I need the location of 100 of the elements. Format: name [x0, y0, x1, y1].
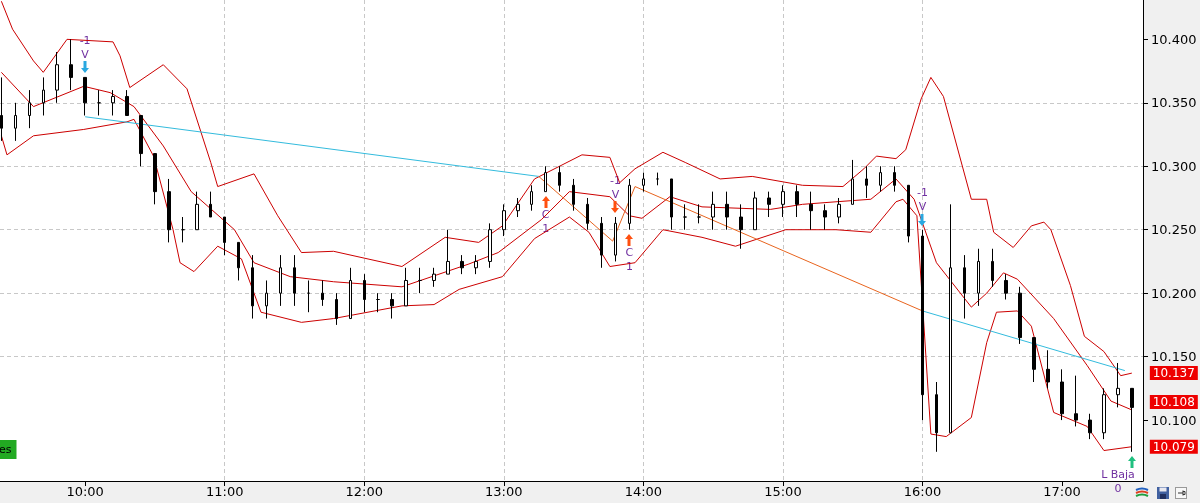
candlestick: [223, 216, 226, 256]
candlestick: [111, 89, 115, 116]
candlestick: [349, 267, 352, 320]
annotation: L Baja 0: [1101, 468, 1135, 496]
y-tick-label: 10.350: [1151, 95, 1197, 111]
line-series: [0, 0, 1133, 377]
candlestick: [851, 159, 854, 205]
candlestick: [237, 241, 240, 281]
candlestick: [516, 197, 520, 218]
candlestick: [293, 254, 296, 307]
candlestick: [265, 279, 268, 320]
candlestick: [42, 76, 45, 116]
candlestick: [670, 178, 673, 231]
candlestick: [586, 197, 589, 231]
data-label: 10.079: [1152, 439, 1195, 454]
candlestick: [683, 203, 687, 231]
annotation: C 1: [625, 246, 634, 274]
candlestick: [767, 191, 771, 218]
y-tick-label: 10.300: [1151, 158, 1197, 174]
x-tick-label: 12:00: [345, 484, 383, 499]
candlestick: [963, 254, 966, 320]
candlestick: [572, 178, 575, 212]
candlestick: [907, 184, 910, 243]
candlestick: [530, 184, 533, 212]
candlestick: [69, 38, 73, 91]
candlestick: [153, 153, 157, 205]
candlestick: [195, 191, 199, 231]
y-tick-label: 10.200: [1151, 285, 1197, 301]
candlestick: [390, 292, 394, 320]
candlestick: [697, 203, 701, 224]
candlestick: [307, 279, 310, 313]
candlestick: [1032, 337, 1036, 383]
candlestick: [739, 203, 743, 250]
candlestick: [795, 184, 799, 218]
candlestick: [558, 165, 561, 193]
candlestick: [1088, 413, 1092, 440]
candlestick: [1046, 349, 1050, 389]
candlestick: [614, 216, 617, 262]
candlestick: [600, 216, 603, 269]
x-tick-label: 15:00: [764, 484, 802, 499]
candlestick: [1102, 387, 1106, 440]
candlestick: [14, 102, 17, 142]
candlestick: [502, 203, 506, 237]
x-tick-label: 13:00: [485, 484, 523, 499]
candlestick: [209, 191, 212, 218]
candlestick: [1018, 286, 1022, 345]
candlestick: [1004, 273, 1008, 301]
candlestick: [837, 197, 841, 224]
candlestick: [893, 165, 896, 193]
candlestick: [418, 267, 422, 294]
annotation: -1 V: [917, 186, 928, 214]
candlestick: [432, 267, 436, 288]
candlestick: [335, 292, 338, 326]
data-label: 10.137: [1152, 366, 1195, 381]
candlestick: [404, 267, 408, 307]
candlestick: [0, 76, 3, 142]
candlestick: [1130, 387, 1134, 453]
x-tick-label: 10:00: [66, 484, 104, 499]
candlestick: [181, 216, 185, 243]
candlestick: [1116, 362, 1120, 408]
candlestick: [251, 254, 254, 320]
candlestick: [139, 114, 143, 167]
candlestick: [823, 203, 827, 231]
candlestick: [725, 191, 729, 231]
candlestick: [446, 229, 450, 275]
candlestick: [865, 165, 868, 199]
candlestick: [781, 184, 785, 218]
data-label: 10.108: [1152, 394, 1195, 409]
candlestick: [949, 203, 952, 434]
candlestick: [125, 89, 129, 116]
candlestick: [321, 279, 324, 307]
candlestick: [83, 76, 87, 116]
candlestick: [642, 172, 645, 193]
y-tick-label: 10.100: [1151, 412, 1197, 428]
y-tick-label: 10.250: [1151, 222, 1197, 238]
candlestick: [55, 51, 59, 104]
candlestick: [544, 165, 547, 193]
candlestick: [935, 381, 938, 453]
candlestick: [809, 191, 813, 231]
candlestick: [879, 165, 882, 193]
candlestick: [28, 89, 31, 129]
x-tick-label: 17:00: [1043, 484, 1081, 499]
candlestick: [628, 178, 631, 231]
candlestick: [488, 222, 492, 269]
candlestick: [279, 254, 282, 307]
candlestick: [1074, 375, 1078, 427]
x-tick-label: 16:00: [903, 484, 942, 499]
y-tick-label: 10.400: [1151, 31, 1197, 47]
candlestick: [753, 191, 757, 231]
candlestick: [376, 292, 380, 313]
candlestick: [977, 248, 980, 307]
candlestick: [167, 178, 171, 243]
candlestick: [363, 273, 366, 313]
candlestick: [1060, 368, 1064, 421]
y-tick-label: 10.150: [1151, 349, 1197, 365]
annotation: es: [0, 443, 12, 456]
candlestick: [97, 89, 101, 116]
x-tick-label: 14:00: [624, 484, 663, 499]
candlestick: [460, 254, 464, 275]
candlestick: [711, 191, 715, 231]
